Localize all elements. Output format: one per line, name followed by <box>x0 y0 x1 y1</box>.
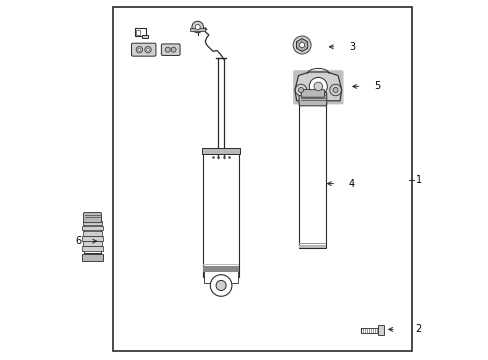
Bar <box>203 264 239 265</box>
FancyBboxPatch shape <box>292 70 343 104</box>
Bar <box>202 148 239 154</box>
Bar <box>81 226 103 230</box>
Circle shape <box>192 21 203 33</box>
Bar <box>82 220 102 225</box>
Bar <box>81 236 103 241</box>
Bar <box>134 28 145 36</box>
Bar <box>84 219 101 253</box>
Text: 6: 6 <box>75 236 81 246</box>
Text: 3: 3 <box>348 42 354 52</box>
Polygon shape <box>296 39 307 51</box>
FancyBboxPatch shape <box>299 92 326 106</box>
Bar <box>82 241 102 246</box>
Bar <box>361 328 378 333</box>
Text: 1: 1 <box>415 175 421 185</box>
Bar <box>81 247 103 251</box>
FancyBboxPatch shape <box>301 90 324 97</box>
Circle shape <box>144 46 151 53</box>
FancyBboxPatch shape <box>161 44 180 55</box>
Text: 4: 4 <box>348 179 354 189</box>
Bar <box>203 266 239 272</box>
FancyBboxPatch shape <box>131 43 156 56</box>
Bar <box>136 30 140 35</box>
Bar <box>82 231 102 235</box>
Bar <box>203 153 239 277</box>
Bar <box>299 245 325 248</box>
Circle shape <box>295 84 306 96</box>
Circle shape <box>329 84 341 96</box>
Text: 5: 5 <box>373 81 380 91</box>
Circle shape <box>309 77 326 95</box>
Text: 2: 2 <box>415 324 421 334</box>
Bar <box>82 253 103 261</box>
Circle shape <box>146 48 149 51</box>
Circle shape <box>195 24 200 30</box>
Bar <box>204 270 238 283</box>
Circle shape <box>171 47 176 52</box>
Circle shape <box>165 47 170 52</box>
Bar <box>113 7 411 351</box>
Bar <box>190 28 204 31</box>
Circle shape <box>138 48 141 51</box>
Circle shape <box>298 87 303 93</box>
Circle shape <box>292 36 310 54</box>
Circle shape <box>136 46 142 53</box>
Circle shape <box>216 280 225 291</box>
FancyBboxPatch shape <box>83 212 102 223</box>
Bar <box>299 103 325 248</box>
Circle shape <box>313 82 322 91</box>
Bar <box>299 243 325 244</box>
Bar <box>142 35 148 38</box>
Circle shape <box>210 275 231 296</box>
Bar <box>378 325 384 335</box>
Circle shape <box>332 87 337 93</box>
Polygon shape <box>294 72 341 101</box>
Circle shape <box>299 42 304 48</box>
